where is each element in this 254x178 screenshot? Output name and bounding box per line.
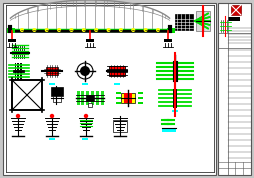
Bar [231,5,241,15]
Bar [175,14,193,30]
Bar [8,38,16,42]
Bar [116,102,121,104]
Bar [49,83,55,85]
Circle shape [95,29,98,31]
Circle shape [33,29,36,31]
Circle shape [21,29,23,31]
Bar [114,83,120,85]
Bar [86,91,89,105]
Circle shape [45,29,48,31]
Circle shape [144,29,147,31]
Bar [91,91,94,105]
Bar [116,97,121,99]
Circle shape [58,29,60,31]
Bar [138,97,143,99]
Circle shape [132,29,135,31]
Bar [101,91,103,105]
Bar [172,110,178,112]
Bar [167,28,175,33]
Bar [164,38,172,42]
Bar [138,92,143,94]
Bar [113,120,127,132]
Bar [81,91,84,105]
Bar [96,91,99,105]
Bar [3,3,216,175]
Bar [82,138,88,140]
Bar [51,87,63,96]
Bar [82,83,88,85]
Bar [218,3,251,175]
Circle shape [70,29,73,31]
Bar [86,95,94,101]
Bar [46,67,58,75]
Bar [76,91,80,105]
Bar [228,17,240,21]
Bar [88,103,92,107]
Bar [53,96,61,102]
Bar [12,80,42,110]
Circle shape [51,114,54,117]
Bar [121,93,135,103]
Bar [49,138,55,140]
Bar [116,92,121,94]
Circle shape [107,29,110,31]
Circle shape [83,29,85,31]
Circle shape [157,29,159,31]
Circle shape [80,66,90,76]
Bar [109,66,125,76]
Circle shape [77,63,93,79]
Bar [138,102,143,104]
Circle shape [120,29,122,31]
Circle shape [85,114,87,117]
Bar [86,38,94,42]
Bar [7,28,15,33]
Bar [196,11,210,31]
Circle shape [17,114,20,117]
Bar [124,93,132,103]
Bar [162,128,176,132]
